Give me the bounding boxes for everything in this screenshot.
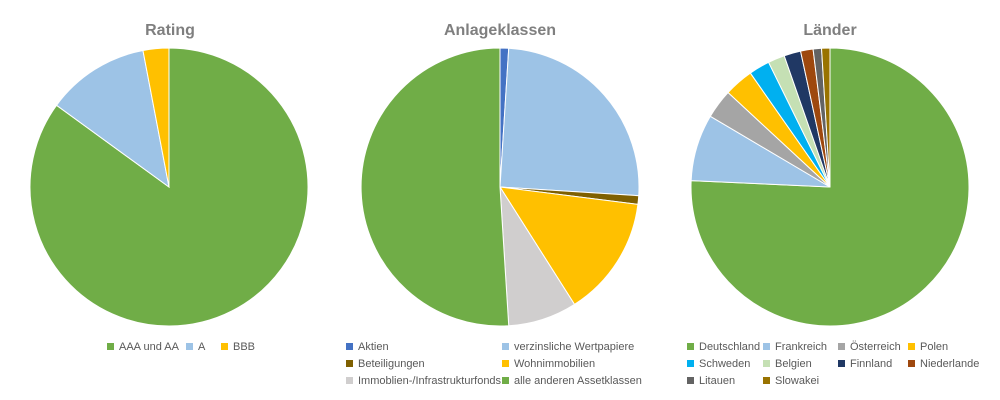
legend-label: Deutschland	[699, 341, 761, 353]
pie-laender	[690, 47, 970, 327]
legend-swatch	[502, 377, 509, 384]
legend-label: AAA und AA	[119, 341, 179, 353]
legend-rating: AAA und AA A BBB	[0, 0, 340, 400]
legend-item: Polen	[908, 340, 948, 354]
legend-swatch	[107, 343, 114, 350]
legend-item: Litauen	[687, 374, 735, 388]
legend-label: Aktien	[358, 341, 389, 353]
pie-slice-0	[690, 47, 970, 327]
legend-label: alle anderen Assetklassen	[514, 375, 642, 387]
legend-swatch	[346, 360, 353, 367]
legend-label: verzinsliche Wertpapiere	[514, 341, 635, 353]
legend-item: BBB	[221, 340, 255, 354]
legend-label: Finnland	[850, 358, 893, 370]
legend-item: A	[186, 340, 205, 354]
legend-label: Belgien	[775, 358, 812, 370]
pie-slice-3	[499, 186, 639, 306]
legend-anlageklassen: Aktien verzinsliche Wertpapiere Beteiligun…	[330, 0, 670, 400]
pie-anlageklassen	[360, 47, 640, 327]
legend-label: Schweden	[699, 358, 751, 370]
legend-item: Finnland	[838, 357, 892, 371]
chart-laender: Länder Deutschland Frankreich Österreich Po…	[660, 0, 1000, 400]
legend-item: alle anderen Assetklassen	[502, 374, 642, 388]
legend-item: Wohnimmobilien	[502, 357, 595, 371]
legend-item: AAA und AA	[107, 340, 179, 354]
legend-swatch	[687, 360, 694, 367]
pie-slice-1	[55, 49, 170, 189]
chart-title: Länder	[803, 22, 857, 39]
legend-item: Frankreich	[763, 340, 827, 354]
legend-label: Wohnimmobilien	[514, 358, 596, 370]
pie-slice-2	[142, 47, 170, 188]
legend-swatch	[687, 343, 694, 350]
legend-label: Österreich	[850, 341, 901, 353]
legend-item: Belgien	[763, 357, 812, 371]
legend-label: Beteiligungen	[358, 358, 425, 370]
legend-swatch	[763, 360, 770, 367]
legend-swatch	[502, 343, 509, 350]
legend-label: Immoblien-/Infrastrukturfonds	[358, 375, 502, 387]
legend-item: Deutschland	[687, 340, 760, 354]
legend-label: Slowakei	[775, 375, 820, 387]
pie-slice-1	[499, 47, 640, 197]
legend-laender: Deutschland Frankreich Österreich Polen Schw…	[660, 0, 1000, 400]
legend-label: Litauen	[699, 375, 736, 387]
legend-label: Niederlande	[920, 358, 980, 370]
legend-item: Slowakei	[763, 374, 819, 388]
legend-label: A	[198, 341, 206, 353]
chart-title: Anlageklassen	[443, 22, 557, 39]
legend-swatch	[763, 377, 770, 384]
legend-swatch	[908, 360, 915, 367]
legend-label: Frankreich	[775, 341, 827, 353]
legend-swatch	[346, 343, 353, 350]
legend-swatch	[838, 360, 845, 367]
legend-swatch	[346, 377, 353, 384]
legend-item: Niederlande	[908, 357, 979, 371]
legend-swatch	[838, 343, 845, 350]
legend-swatch	[763, 343, 770, 350]
legend-item: verzinsliche Wertpapiere	[502, 340, 634, 354]
legend-swatch	[908, 343, 915, 350]
pie-rating	[29, 47, 309, 327]
chart-title: Rating	[145, 22, 195, 39]
legend-item: Aktien	[346, 340, 389, 354]
legend-swatch	[186, 343, 193, 350]
pie-slice-0	[29, 47, 309, 327]
chart-rating: Rating AAA und AA A BBB	[0, 0, 340, 400]
chart-anlageklassen: Anlageklassen Aktien verzinsliche Wertpap…	[330, 0, 670, 400]
legend-swatch	[221, 343, 228, 350]
legend-item: Österreich	[838, 340, 901, 354]
legend-item: Schweden	[687, 357, 750, 371]
legend-swatch	[502, 360, 509, 367]
legend-item: Beteiligungen	[346, 357, 425, 371]
legend-label: BBB	[233, 341, 256, 353]
pie-slice-5	[360, 47, 510, 327]
legend-label: Polen	[920, 341, 949, 353]
legend-swatch	[687, 377, 694, 384]
pie-slice-9	[821, 47, 831, 188]
legend-item: Immoblien-/Infrastrukturfonds	[346, 374, 501, 388]
